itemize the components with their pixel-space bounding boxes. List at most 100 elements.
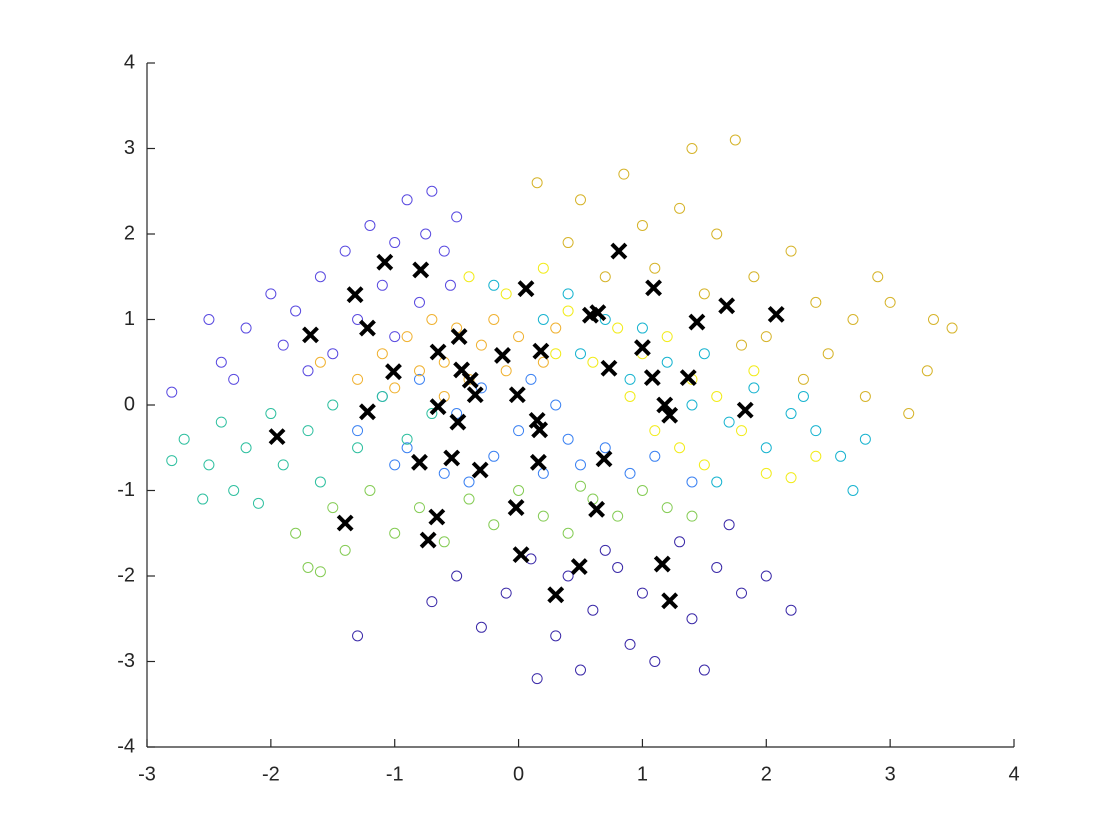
data-point <box>277 339 289 351</box>
data-point <box>624 467 636 479</box>
data-point <box>729 134 741 146</box>
centroid-marker <box>429 343 447 361</box>
data-point <box>426 408 438 420</box>
data-point <box>587 356 599 368</box>
data-point <box>426 596 438 608</box>
data-point <box>587 604 599 616</box>
series-o <box>290 480 698 578</box>
data-point <box>550 322 562 334</box>
centroid-marker <box>385 363 402 381</box>
centroid-marker <box>517 280 535 298</box>
data-point <box>401 194 413 206</box>
data-point <box>550 348 562 360</box>
data-point <box>859 390 871 402</box>
data-point <box>674 442 686 454</box>
data-point <box>649 656 661 667</box>
centroid-marker <box>507 499 525 517</box>
centroid-marker <box>588 500 606 518</box>
series-o <box>166 185 463 398</box>
data-point <box>537 356 549 368</box>
centroid-marker <box>595 450 613 468</box>
centroid-marker <box>512 546 530 564</box>
data-point <box>760 467 772 479</box>
data-point <box>686 613 698 625</box>
y-tick-label: -2 <box>117 564 135 586</box>
data-point <box>252 497 264 509</box>
data-point <box>401 433 413 445</box>
data-point <box>537 510 549 522</box>
y-tick-label: -3 <box>117 650 135 672</box>
data-point <box>178 433 190 445</box>
y-tick-label: 1 <box>124 308 135 330</box>
data-point <box>488 519 500 531</box>
centroid-marker <box>346 286 364 304</box>
data-point <box>649 262 661 274</box>
data-point <box>797 373 809 385</box>
data-point <box>314 566 326 578</box>
data-point <box>352 630 364 642</box>
centroid-marker <box>643 369 661 387</box>
data-point <box>624 638 636 650</box>
data-point <box>575 348 586 360</box>
data-point <box>389 382 401 394</box>
data-point <box>426 314 438 325</box>
data-point <box>389 527 401 539</box>
centroid-marker <box>767 305 785 323</box>
data-point <box>277 459 289 471</box>
data-point <box>240 442 252 454</box>
data-point <box>166 386 178 398</box>
centroid-marker <box>661 592 679 610</box>
centroid-marker <box>656 396 674 414</box>
data-point <box>537 262 549 274</box>
centroid-marker <box>359 403 376 421</box>
data-point <box>575 194 586 206</box>
data-point <box>736 339 748 351</box>
data-point <box>531 673 543 685</box>
data-point <box>872 271 884 283</box>
data-point <box>389 459 401 471</box>
data-point <box>674 202 686 214</box>
data-point <box>686 143 698 154</box>
data-point <box>562 237 574 249</box>
data-point <box>389 237 401 249</box>
data-point <box>376 348 388 360</box>
data-point <box>661 356 673 368</box>
data-point <box>451 570 463 582</box>
data-point <box>711 561 723 573</box>
data-point <box>649 450 661 462</box>
data-point <box>562 570 574 582</box>
centroid-marker <box>610 242 628 260</box>
data-point <box>166 455 178 467</box>
centroid-marker <box>570 558 588 576</box>
data-point <box>352 314 364 325</box>
data-point <box>698 288 710 300</box>
data-point <box>376 279 388 291</box>
data-point <box>785 245 797 257</box>
centroid-marker <box>412 261 430 279</box>
centroid-marker <box>428 508 446 526</box>
centroid-marker <box>531 421 549 439</box>
x-tick-label: 0 <box>513 763 524 785</box>
data-point <box>500 365 512 377</box>
data-point <box>228 485 240 496</box>
data-point <box>413 373 425 385</box>
centroid-marker <box>718 297 736 315</box>
data-point <box>599 544 611 556</box>
centroid-marker <box>461 371 479 389</box>
data-point <box>290 305 302 317</box>
data-point <box>575 459 586 471</box>
data-point <box>531 177 543 189</box>
data-point <box>810 450 822 462</box>
data-point <box>624 373 636 385</box>
y-tick-label: -4 <box>117 735 135 757</box>
data-point <box>475 621 487 633</box>
data-point <box>649 425 661 437</box>
data-point <box>636 219 648 231</box>
data-point <box>327 399 339 411</box>
data-point <box>265 408 277 420</box>
data-point <box>903 408 915 420</box>
series-o <box>488 279 871 496</box>
data-point <box>203 314 215 325</box>
data-point <box>537 314 549 325</box>
data-point <box>711 228 723 240</box>
